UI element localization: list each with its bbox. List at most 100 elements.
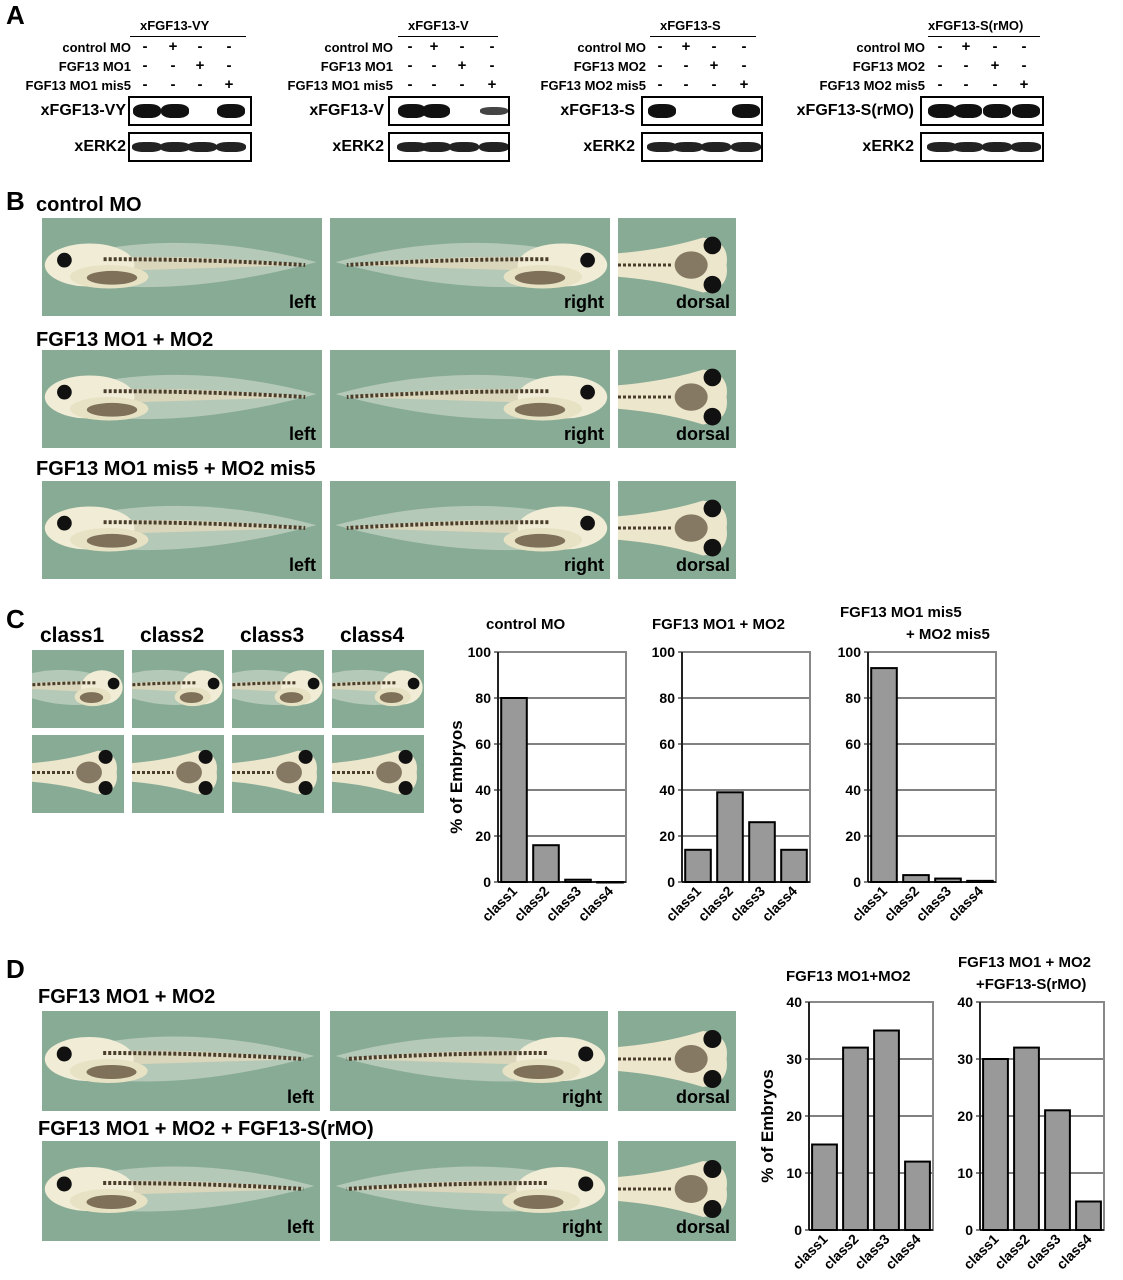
chart1-title: control MO: [486, 616, 566, 633]
chart5-title-line2: +FGF13-S(rMO): [976, 976, 1087, 993]
blot-loading-label: xERK2: [583, 138, 635, 155]
condition-label: FGF13 MO1: [320, 59, 393, 74]
protein-band: [732, 104, 760, 118]
panel-b-row1-title: control MO: [36, 194, 142, 216]
tadpole-photo-dorsal: dorsal: [618, 1011, 736, 1111]
y-tick-label: 0: [667, 874, 675, 890]
western-blot: [388, 96, 510, 126]
y-tick-label: 20: [957, 1108, 973, 1124]
condition-mark: -: [657, 76, 663, 93]
blot-title: xFGF13-V: [408, 18, 469, 33]
condition-mark: -: [711, 76, 717, 93]
y-tick-label: 30: [957, 1051, 973, 1067]
condition-label: control MO: [324, 40, 393, 55]
condition-label: FGF13 MO1 mis5: [287, 78, 393, 93]
tadpole-photo-left: left: [42, 1011, 320, 1111]
condition-mark: -: [431, 57, 437, 74]
blot-title-rule: [928, 36, 1040, 37]
protein-band: [398, 104, 426, 118]
condition-mark: -: [1021, 38, 1027, 55]
class-photo-dorsal: [332, 735, 424, 813]
y-tick-label: 30: [786, 1051, 802, 1067]
condition-mark: +: [1019, 76, 1029, 93]
class-photo-side: [132, 650, 224, 728]
y-tick-label: 40: [845, 782, 861, 798]
condition-mark: -: [683, 57, 689, 74]
western-blot: [920, 96, 1044, 126]
chart2-title: FGF13 MO1 + MO2: [652, 616, 785, 633]
view-label: right: [564, 555, 604, 575]
condition-label: FGF13 MO1: [58, 59, 131, 74]
condition-mark: -: [407, 76, 413, 93]
blot-title-rule: [398, 36, 498, 37]
y-tick-label: 40: [475, 782, 491, 798]
condition-mark: -: [683, 76, 689, 93]
plot-frame: [681, 651, 811, 883]
x-tick-label: class3: [543, 883, 585, 925]
condition-mark: -: [963, 57, 969, 74]
bar: [716, 791, 744, 883]
western-blot: [641, 96, 763, 126]
condition-mark: +: [429, 38, 439, 55]
condition-mark: -: [197, 76, 203, 93]
protein-band: [217, 104, 245, 118]
protein-band: [480, 107, 508, 115]
x-tick-label: class4: [1053, 1231, 1095, 1273]
condition-mark: -: [992, 76, 998, 93]
condition-mark: -: [459, 38, 465, 55]
condition-mark: -: [431, 76, 437, 93]
condition-mark: -: [197, 38, 203, 55]
tadpole-photo-dorsal: dorsal: [618, 350, 736, 448]
chart3-title: FGF13 MO1 mis5: [840, 604, 962, 621]
panel-d-row2-title: FGF13 MO1 + MO2 + FGF13-S(rMO): [38, 1118, 374, 1140]
bar: [1044, 1109, 1071, 1232]
loading-control-blot: [388, 132, 510, 162]
x-tick-label: class4: [882, 1231, 924, 1273]
bar: [500, 697, 528, 883]
class1-title: class1: [40, 624, 105, 647]
tadpole-photo-right: right: [330, 350, 610, 448]
condition-mark: -: [170, 76, 176, 93]
condition-label: FGF13 MO2 mis5: [819, 78, 925, 93]
tadpole-photo-right: right: [330, 1141, 608, 1241]
class-photo-side: [32, 650, 124, 728]
condition-mark: +: [709, 57, 719, 74]
bar: [904, 1160, 931, 1231]
condition-mark: -: [142, 76, 148, 93]
condition-mark: +: [739, 76, 749, 93]
western-blot: [128, 96, 252, 126]
bar: [1075, 1200, 1102, 1231]
condition-mark: -: [489, 38, 495, 55]
condition-mark: -: [937, 38, 943, 55]
bar: [870, 667, 898, 883]
loading-band: [421, 142, 451, 152]
y-tick-label: 10: [786, 1165, 802, 1181]
x-tick-label: class2: [881, 883, 923, 925]
x-tick-label: class2: [511, 883, 553, 925]
view-label: left: [287, 1217, 314, 1237]
view-label: dorsal: [675, 424, 730, 444]
tadpole-photo-dorsal: dorsal: [618, 218, 736, 316]
condition-mark: -: [489, 57, 495, 74]
view-label: dorsal: [675, 555, 730, 575]
blot-title: xFGF13-VY: [140, 18, 210, 33]
panel-a-letter: A: [6, 0, 25, 30]
blot-loading-label: xERK2: [74, 138, 126, 155]
condition-mark: -: [407, 38, 413, 55]
tadpole-photo-left: left: [42, 481, 322, 579]
condition-mark: -: [711, 38, 717, 55]
class3-title: class3: [240, 624, 305, 647]
condition-mark: +: [195, 57, 205, 74]
condition-mark: +: [961, 38, 971, 55]
tadpole-photo-left: left: [42, 1141, 320, 1241]
condition-label: FGF13 MO2 mis5: [540, 78, 646, 93]
bar: [780, 848, 808, 883]
class-photo-side: [332, 650, 424, 728]
loading-band: [701, 142, 731, 152]
blot-band-label: xFGF13-S(rMO): [796, 102, 914, 119]
bar: [684, 848, 712, 883]
view-label: right: [564, 424, 604, 444]
view-label: dorsal: [675, 1087, 730, 1107]
view-label: left: [289, 555, 316, 575]
